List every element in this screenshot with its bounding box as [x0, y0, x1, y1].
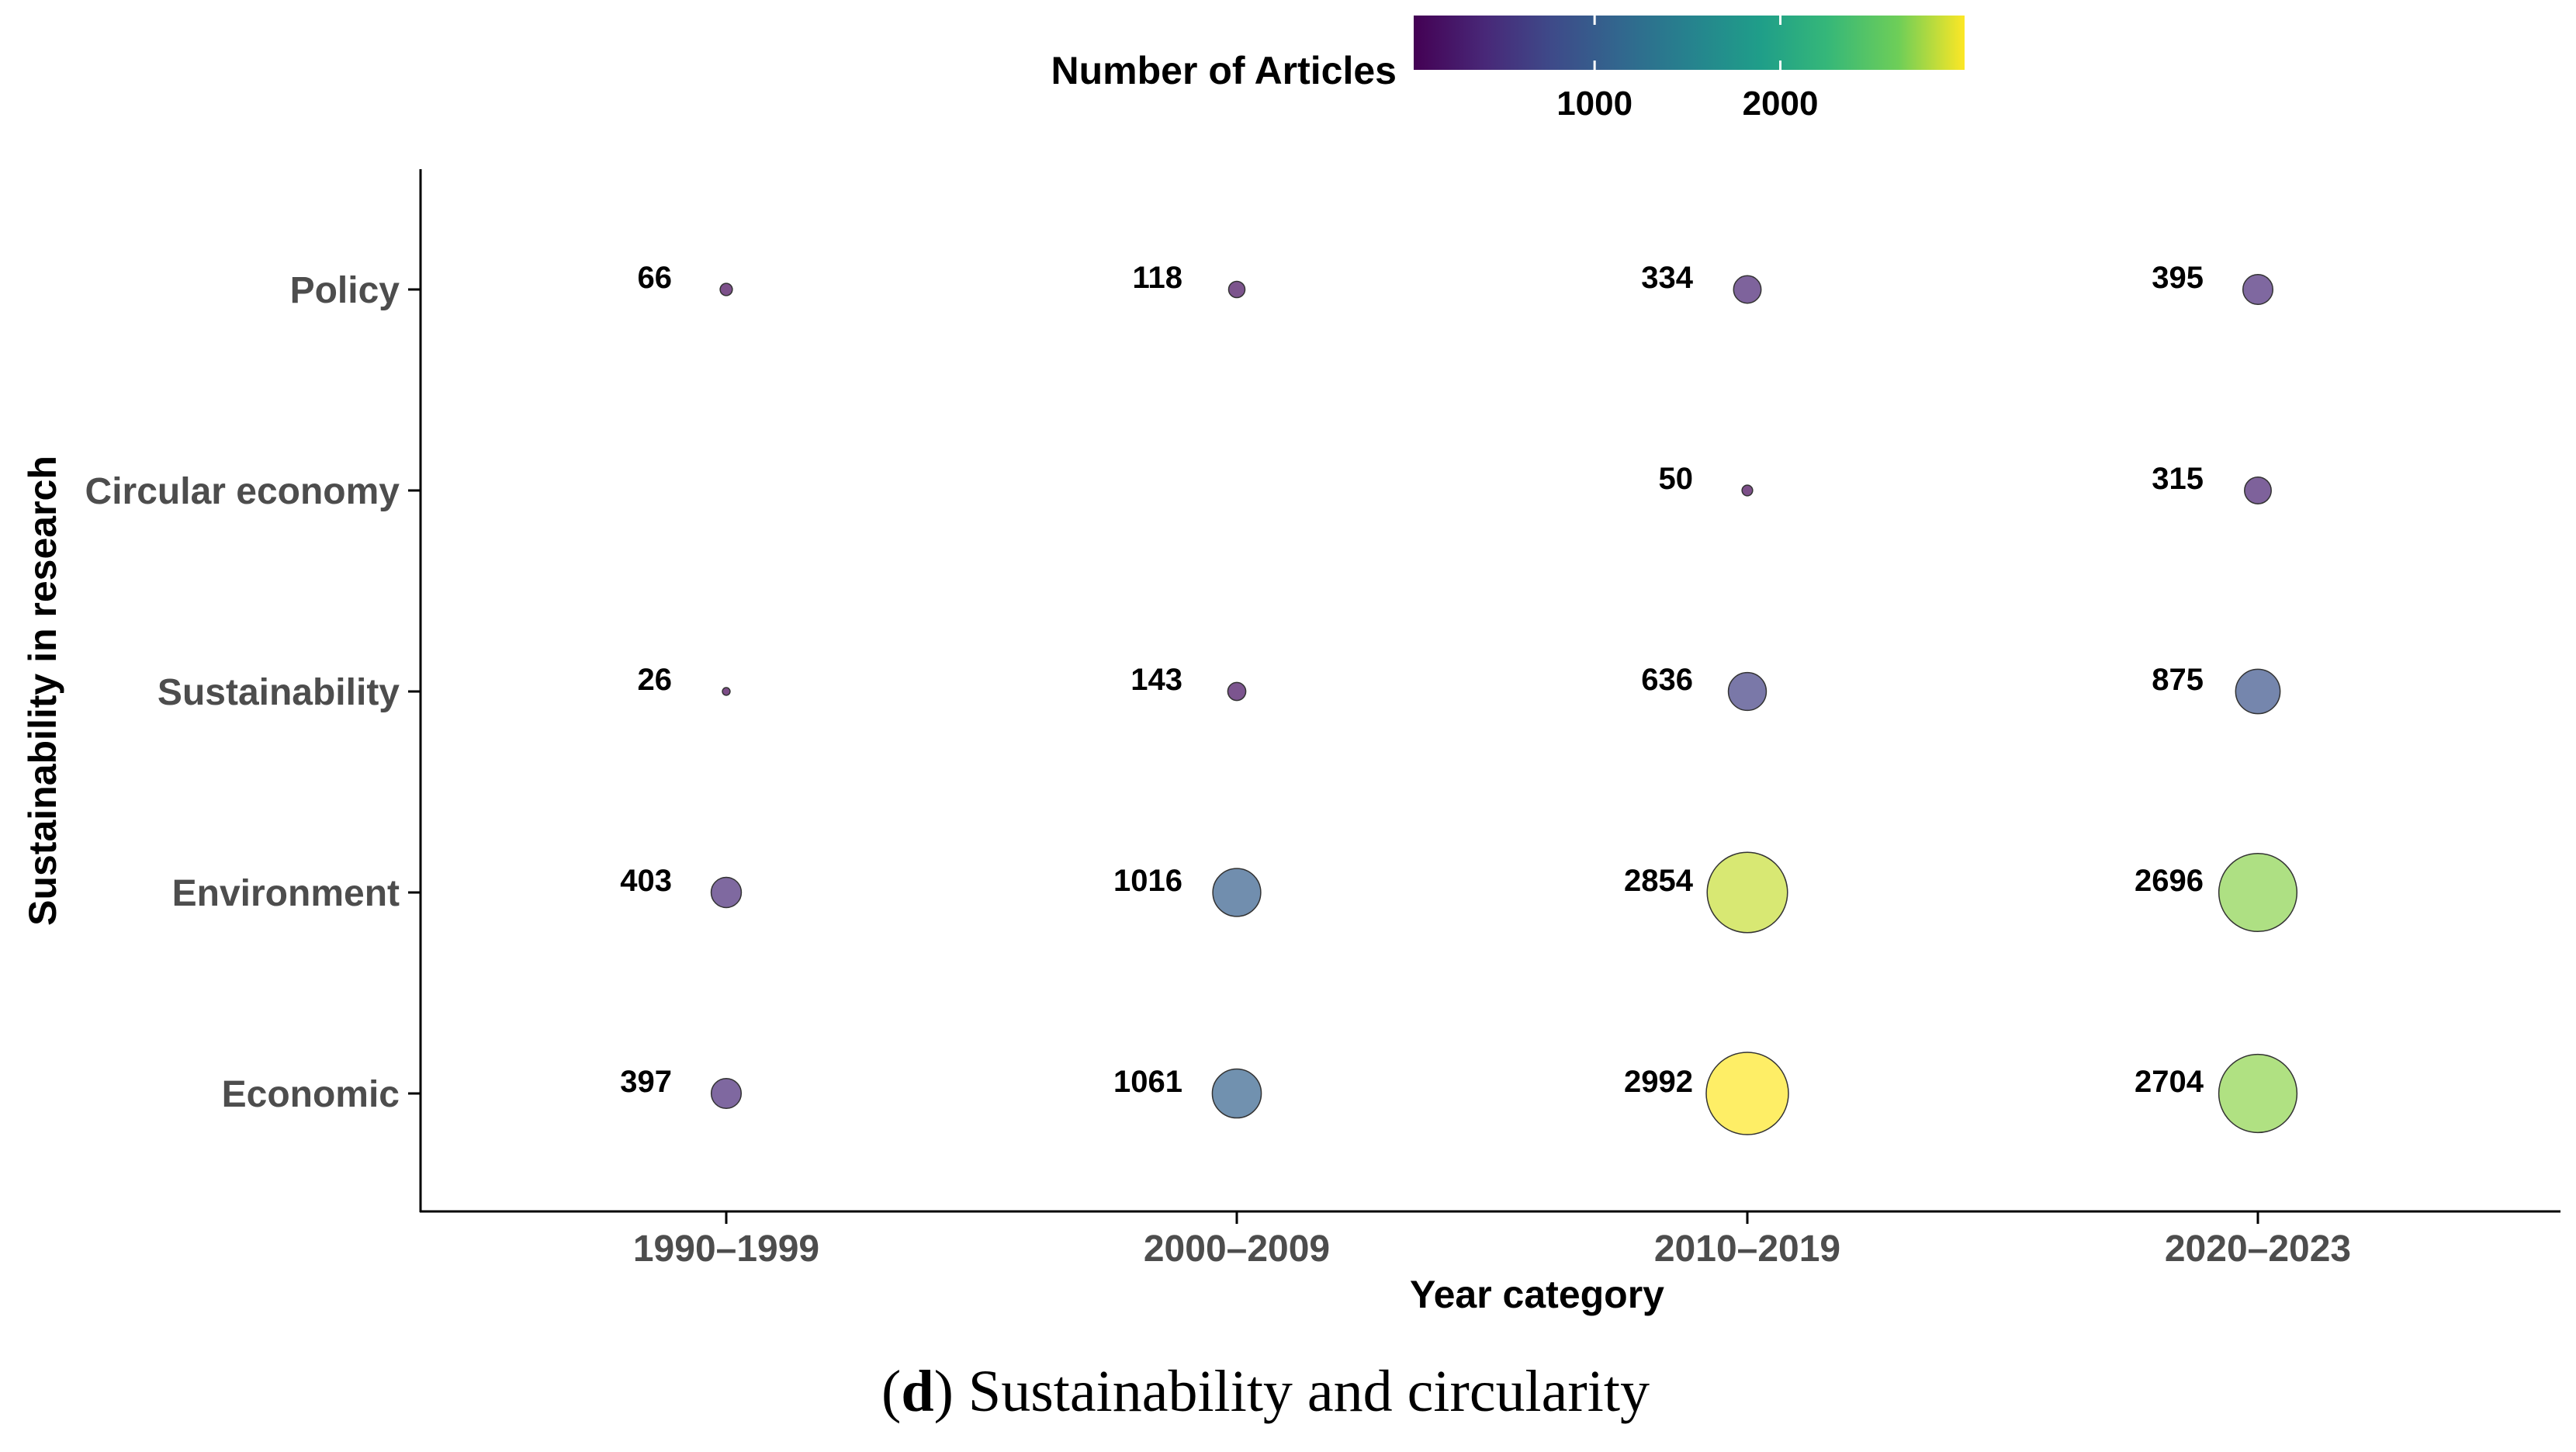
data-label-sustainability-2010-2019: 636: [1641, 663, 1693, 697]
bubble-environment-1990-1999: [710, 876, 743, 909]
data-label-policy-2010-2019: 334: [1641, 261, 1693, 295]
bubble-sustainability-1990-1999: [722, 687, 731, 696]
data-labels: 66 118 334 395 50 315 26 143 636 875 403 1016 2854 26…: [620, 261, 2204, 1099]
bubble-sustainability-2010-2019: [1727, 671, 1768, 712]
data-label-economic-1990-1999: 397: [620, 1065, 672, 1099]
caption-letter: d: [901, 1359, 933, 1424]
bubble-economic-2020-2023: [2218, 1053, 2298, 1134]
data-label-economic-2010-2019: 2992: [1624, 1065, 1693, 1099]
data-label-policy-1990-1999: 66: [638, 261, 673, 295]
data-label-sustainability-2000-2009: 143: [1130, 663, 1182, 697]
bubble-sustainability-2000-2009: [1227, 681, 1247, 702]
bubble-policy-1990-1999: [719, 282, 733, 296]
bubble-economic-1990-1999: [710, 1077, 743, 1110]
data-label-environment-1990-1999: 403: [620, 864, 672, 898]
bubble-sustainability-2020-2023: [2235, 668, 2281, 715]
y-tick-label-sustainability: Sustainability: [158, 672, 400, 713]
x-tick-label-2020-2023: 2020–2023: [2165, 1228, 2351, 1270]
data-label-circular-economy-2020-2023: 315: [2152, 462, 2204, 496]
bubble-economic-2010-2019: [1705, 1052, 1789, 1135]
bubble-circular-economy-2020-2023: [2244, 476, 2272, 504]
bubble-economic-2000-2009: [1211, 1068, 1262, 1119]
data-label-economic-2020-2023: 2704: [2135, 1065, 2204, 1099]
data-label-policy-2020-2023: 395: [2152, 261, 2204, 295]
y-tick-label-circular-economy: Circular economy: [85, 471, 400, 512]
x-axis-title: Year category: [1410, 1273, 1664, 1316]
colorbar-ticks: 1000 2000: [1556, 16, 1818, 123]
data-label-economic-2000-2009: 1061: [1113, 1065, 1182, 1099]
bubble-policy-2010-2019: [1733, 275, 1762, 304]
bubble-environment-2010-2019: [1706, 851, 1788, 934]
legend: Number of Articles 1000 2000: [1051, 16, 1965, 123]
y-tick-label-environment: Environment: [172, 873, 400, 914]
caption-open: (: [881, 1359, 901, 1424]
bubble-policy-2020-2023: [2242, 273, 2274, 306]
y-axis-title: Sustainability in research: [21, 456, 64, 926]
bubble-circular-economy-2010-2019: [1741, 484, 1754, 497]
data-label-sustainability-1990-1999: 26: [638, 663, 673, 697]
x-axis-ticks: 1990–1999 2000–2009 2010–2019 2020–2023: [633, 1211, 2351, 1270]
bubble-environment-2020-2023: [2218, 852, 2298, 933]
data-label-environment-2020-2023: 2696: [2135, 864, 2204, 898]
y-axis-ticks: Economic Environment Sustainability Circula…: [85, 270, 421, 1115]
y-tick-label-policy: Policy: [290, 270, 400, 311]
y-tick-label-economic: Economic: [222, 1074, 400, 1115]
data-label-policy-2000-2009: 118: [1132, 261, 1182, 295]
colorbar: [1414, 16, 1965, 70]
data-label-circular-economy-2010-2019: 50: [1659, 462, 1694, 496]
colorbar-tick-label-1000: 1000: [1556, 85, 1633, 123]
bubble-policy-2000-2009: [1227, 280, 1246, 299]
bubbles: [710, 273, 2298, 1135]
x-tick-label-1990-1999: 1990–1999: [633, 1228, 819, 1270]
x-tick-label-2000-2009: 2000–2009: [1144, 1228, 1330, 1270]
data-label-sustainability-2020-2023: 875: [2152, 663, 2204, 697]
data-label-environment-2010-2019: 2854: [1624, 864, 1694, 898]
bubble-environment-2000-2009: [1212, 868, 1262, 917]
colorbar-tick-label-2000: 2000: [1743, 85, 1819, 123]
data-label-environment-2000-2009: 1016: [1113, 864, 1182, 898]
figure-caption: (d) Sustainability and circularity: [881, 1359, 1650, 1424]
x-tick-label-2010-2019: 2010–2019: [1654, 1228, 1840, 1270]
caption-text: ) Sustainability and circularity: [934, 1359, 1650, 1424]
legend-title: Number of Articles: [1051, 49, 1397, 92]
